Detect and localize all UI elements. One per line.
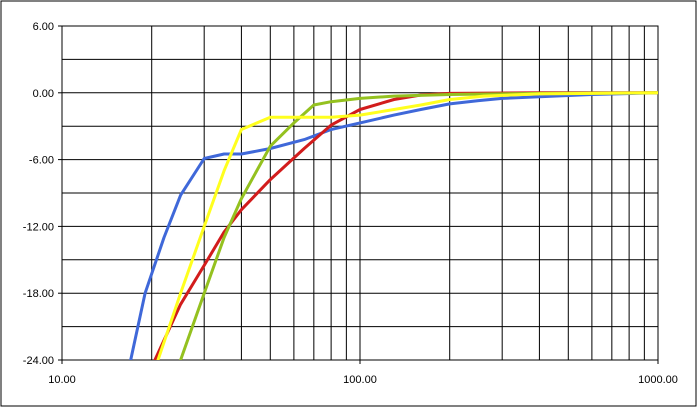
- y-tick-label: 6.00: [33, 21, 54, 33]
- y-tick-label: -12.00: [23, 221, 54, 233]
- x-tick-label: 10.00: [48, 374, 76, 386]
- y-tick-label: -24.00: [23, 355, 54, 367]
- gridlines: [62, 26, 658, 360]
- x-tick-label: 100.00: [343, 374, 377, 386]
- y-tick-label: -18.00: [23, 288, 54, 300]
- y-tick-label: 0.00: [33, 88, 54, 100]
- y-axis-tick-labels: -24.00 -18.00 -12.00 -6.00 0.00 6.00: [23, 21, 62, 367]
- x-axis-tick-labels: 10.00 100.00 1000.00: [48, 360, 678, 386]
- series-line-3: [179, 91, 658, 360]
- series-line-1: [129, 91, 658, 360]
- x-tick-label: 1000.00: [638, 374, 678, 386]
- series-lines: [129, 91, 658, 360]
- series-line-4: [156, 91, 658, 360]
- y-tick-label: -6.00: [29, 155, 54, 167]
